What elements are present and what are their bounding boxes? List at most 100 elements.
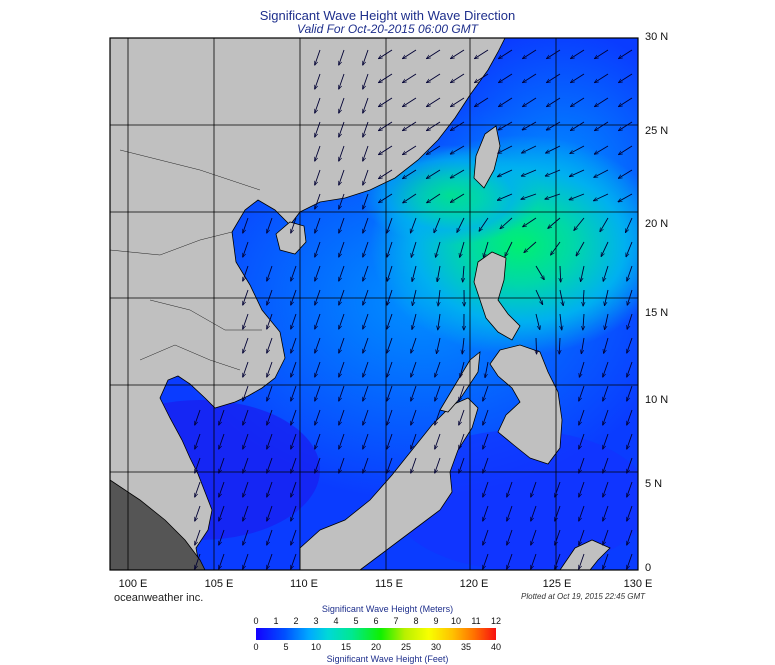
lat-label-20: 20 N — [645, 218, 669, 230]
wave-arrow — [267, 313, 273, 329]
wave-arrow — [603, 481, 609, 497]
wave-arrow — [243, 481, 249, 497]
wave-arrow — [483, 505, 489, 521]
wave-arrow — [243, 337, 249, 353]
wave-arrow — [387, 289, 393, 305]
wave-arrow — [363, 457, 369, 473]
wave-arrow — [627, 409, 633, 425]
wave-arrow — [291, 553, 297, 569]
wave-arrow — [475, 49, 489, 59]
wave-arrow — [551, 241, 561, 255]
wave-arrow — [219, 553, 225, 569]
wave-arrow — [363, 73, 369, 89]
meter-tick: 9 — [433, 616, 439, 626]
wave-arrow — [548, 217, 561, 228]
land-borneo — [299, 397, 479, 570]
wave-arrow — [618, 193, 633, 202]
wave-arrow — [594, 145, 609, 154]
wave-arrow — [595, 121, 609, 131]
wave-arrow — [243, 553, 249, 569]
wave-arrow — [379, 49, 393, 59]
wave-arrow — [243, 361, 249, 377]
wave-arrow — [243, 217, 249, 233]
meter-tick: 4 — [333, 616, 339, 626]
feet-tick: 30 — [430, 642, 442, 652]
wave-arrow — [483, 241, 489, 257]
wave-arrow — [522, 145, 537, 153]
wave-arrow — [339, 145, 345, 161]
wave-arrow — [483, 553, 489, 569]
wave-arrow — [460, 241, 465, 257]
wave-arrow — [524, 241, 537, 253]
wave-arrow — [315, 217, 321, 233]
wave-arrow — [571, 49, 585, 59]
wave-arrow — [291, 409, 297, 425]
wave-arrow — [291, 289, 297, 305]
land-taiwan — [473, 125, 501, 189]
wave-arrow — [315, 313, 321, 329]
feet-tick: 35 — [460, 642, 472, 652]
wave-arrow — [363, 313, 369, 329]
lon-label-115: 115 E — [375, 578, 403, 590]
wave-arrow — [593, 193, 609, 201]
wave-arrow — [315, 193, 321, 209]
wave-arrow — [483, 529, 489, 545]
wave-arrow — [555, 529, 561, 545]
wave-arrow — [619, 97, 633, 107]
wave-arrow — [411, 433, 417, 449]
meter-tick: 1 — [273, 616, 279, 626]
wave-arrow — [291, 457, 297, 473]
wave-arrow — [267, 505, 273, 521]
wave-arrow — [546, 121, 561, 130]
wave-arrow — [451, 73, 465, 83]
wave-arrow — [435, 241, 441, 257]
wave-arrow — [485, 361, 489, 378]
wave-arrow — [497, 169, 513, 177]
wave-arrow — [363, 193, 369, 209]
wave-arrow — [412, 289, 417, 306]
wave-arrow — [603, 457, 609, 473]
wave-arrow — [627, 481, 633, 497]
wave-arrow — [603, 385, 609, 401]
wave-arrow — [603, 265, 609, 281]
wave-arrow — [339, 313, 345, 329]
land-hainan — [275, 221, 307, 255]
wave-arrow — [379, 145, 393, 155]
wave-arrow — [579, 385, 585, 401]
wave-arrow — [521, 169, 537, 176]
land-sulawesi — [559, 539, 611, 570]
wave-arrow — [339, 241, 345, 257]
wave-arrow — [267, 529, 273, 545]
wave-arrow — [403, 169, 417, 179]
wave-arrow — [603, 433, 609, 449]
wave-arrow — [531, 553, 537, 569]
wave-arrow — [267, 361, 273, 377]
wave-arrow — [583, 313, 584, 330]
wave-arrow — [427, 97, 441, 107]
wave-arrow — [450, 169, 465, 178]
wave-arrow — [387, 385, 393, 401]
wave-arrow — [291, 265, 297, 281]
wave-arrow — [459, 385, 465, 401]
wave-arrow — [619, 121, 633, 131]
meter-tick: 7 — [393, 616, 399, 626]
wave-arrow — [403, 193, 417, 203]
wave-arrow — [339, 433, 345, 449]
land-sumatra — [110, 479, 206, 570]
wave-arrow — [595, 73, 609, 83]
wave-arrow — [535, 289, 543, 305]
wave-arrow — [523, 49, 537, 59]
wave-arrow — [604, 289, 609, 306]
wave-arrow — [315, 49, 321, 65]
wave-arrow — [434, 217, 441, 233]
wave-arrow — [595, 49, 609, 59]
wave-arrow — [463, 265, 464, 282]
wave-arrow — [339, 337, 345, 353]
wave-arrow — [219, 409, 225, 425]
wave-arrow — [499, 49, 513, 59]
wave-arrow — [627, 289, 633, 305]
lon-label-120: 120 E — [459, 578, 489, 590]
map-frame — [109, 37, 639, 571]
wave-arrow — [475, 97, 489, 107]
